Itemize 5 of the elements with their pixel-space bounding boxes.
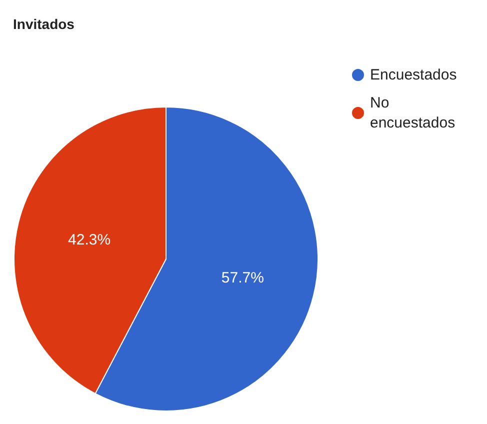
data-label: 42.3% [68,232,111,249]
legend-label: Encuestados [370,66,457,84]
legend-label: No encuestados [370,94,456,132]
data-label: 57.7% [221,269,264,286]
chart-title: Invitados [13,16,75,32]
